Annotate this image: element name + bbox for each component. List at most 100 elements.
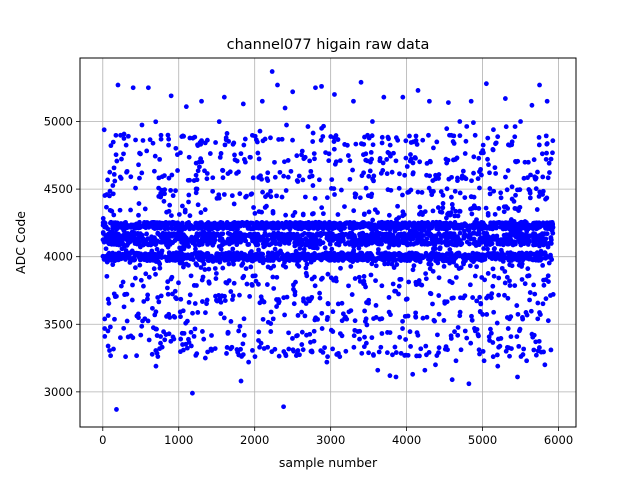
data-point	[270, 210, 276, 216]
data-point	[162, 254, 168, 260]
data-point	[405, 352, 411, 358]
data-point	[183, 104, 189, 110]
data-point	[105, 296, 111, 302]
data-point	[476, 155, 482, 161]
data-point	[364, 221, 370, 227]
data-point	[242, 157, 247, 162]
data-point	[409, 221, 415, 227]
data-point	[291, 286, 296, 292]
data-point	[377, 156, 383, 161]
data-point	[140, 138, 146, 143]
data-point	[311, 251, 317, 257]
data-point	[363, 284, 368, 290]
data-point	[139, 323, 145, 329]
data-point	[328, 235, 334, 241]
data-point	[224, 257, 229, 263]
data-point	[518, 230, 523, 236]
data-point	[439, 255, 445, 261]
data-point	[221, 94, 227, 100]
data-point	[364, 322, 370, 328]
data-point	[494, 352, 500, 358]
data-point	[291, 348, 297, 354]
data-point	[463, 138, 469, 144]
data-point	[308, 348, 314, 354]
data-point	[120, 279, 126, 285]
data-point	[244, 281, 250, 287]
data-point	[137, 262, 143, 268]
data-point	[423, 343, 429, 349]
data-point	[501, 209, 507, 215]
data-point	[426, 132, 431, 138]
data-point	[456, 266, 462, 271]
data-point	[379, 225, 385, 231]
data-point	[434, 225, 440, 231]
data-point	[270, 274, 276, 280]
data-point	[379, 140, 385, 146]
data-point	[104, 273, 110, 279]
data-point	[459, 222, 465, 228]
data-point	[498, 247, 504, 253]
data-point	[508, 217, 514, 222]
data-point	[202, 140, 208, 146]
data-point	[548, 156, 554, 162]
data-point	[291, 231, 296, 237]
data-point	[136, 162, 141, 168]
data-point	[310, 139, 316, 144]
data-point	[407, 329, 413, 335]
data-point	[512, 206, 518, 211]
data-point	[300, 211, 306, 217]
data-point	[398, 239, 403, 245]
data-point	[477, 185, 482, 191]
data-point	[331, 146, 337, 152]
data-point	[362, 308, 368, 314]
data-point	[186, 192, 192, 198]
data-point	[315, 238, 321, 244]
data-point	[548, 293, 553, 298]
data-point	[301, 251, 306, 257]
data-point	[462, 175, 467, 180]
data-point	[154, 257, 159, 263]
data-point	[274, 251, 280, 256]
data-point	[545, 175, 551, 181]
data-point	[522, 219, 528, 224]
data-point	[458, 295, 463, 301]
data-point	[335, 212, 341, 217]
data-point	[373, 258, 378, 264]
data-point	[547, 170, 552, 175]
data-point	[512, 134, 518, 140]
data-point	[370, 142, 376, 148]
data-point	[110, 139, 116, 145]
data-point	[112, 178, 118, 184]
data-point	[255, 231, 261, 237]
data-point	[485, 271, 491, 276]
data-point	[513, 192, 518, 198]
data-point	[283, 188, 289, 193]
data-point	[546, 160, 552, 166]
data-point	[436, 293, 442, 298]
data-point	[110, 262, 116, 268]
data-point	[219, 293, 225, 299]
data-point	[540, 301, 546, 307]
data-point	[123, 142, 129, 148]
data-point	[514, 334, 520, 340]
data-point	[299, 148, 305, 154]
data-point	[306, 226, 312, 231]
data-point	[503, 174, 508, 180]
data-point	[312, 195, 318, 201]
data-point	[238, 151, 244, 157]
data-point	[338, 232, 344, 238]
data-point	[519, 222, 525, 228]
data-point	[502, 96, 508, 101]
data-point	[543, 156, 549, 162]
data-point	[433, 176, 438, 182]
data-point	[145, 85, 151, 91]
data-point	[377, 255, 383, 261]
data-point	[326, 158, 332, 164]
data-point	[314, 254, 320, 260]
data-point	[447, 256, 453, 262]
data-point	[537, 243, 542, 249]
data-point	[115, 238, 121, 244]
data-point	[541, 241, 547, 247]
data-point	[199, 98, 204, 104]
data-point	[118, 176, 124, 181]
